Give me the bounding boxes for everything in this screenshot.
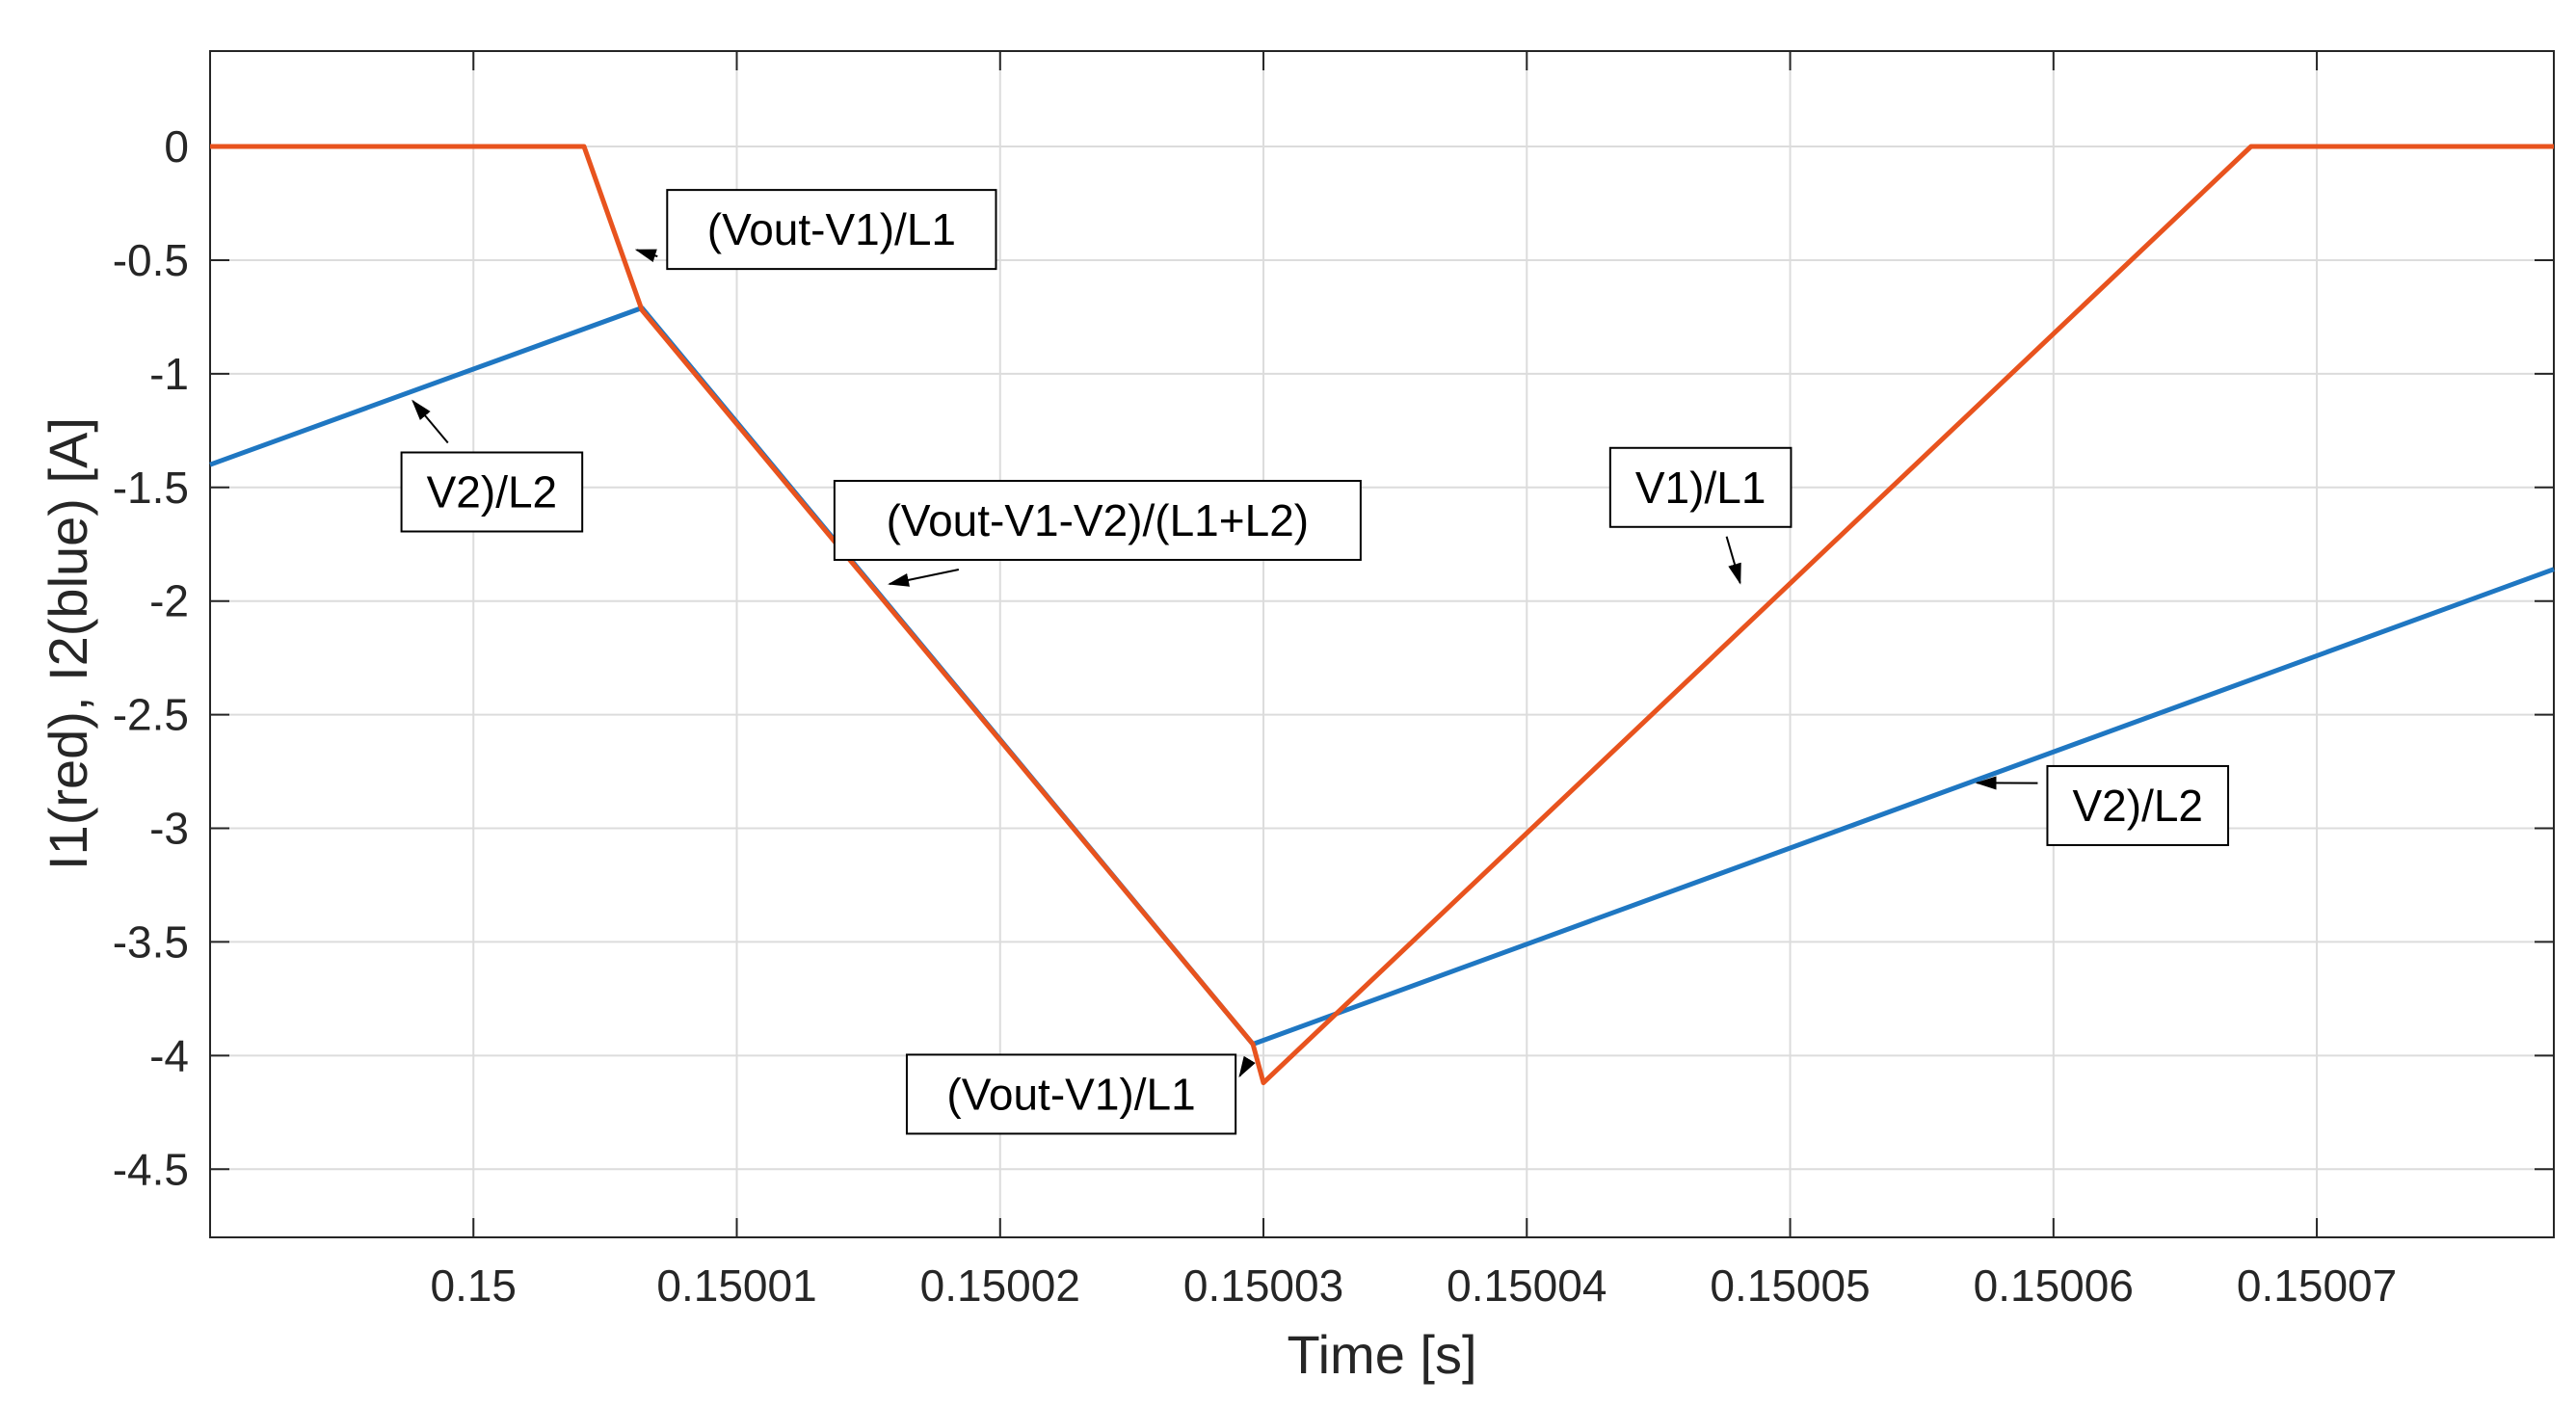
y-tick-label: -0.5 bbox=[113, 235, 189, 285]
x-tick-label: 0.15002 bbox=[920, 1260, 1080, 1311]
x-tick-label: 0.15001 bbox=[656, 1260, 816, 1311]
annotation-arrow bbox=[1725, 536, 1741, 585]
x-tick-label: 0.15 bbox=[430, 1260, 517, 1311]
annotation: V2)/L2 bbox=[400, 399, 584, 533]
annotation-label: V2)/L2 bbox=[2072, 781, 2203, 831]
x-tick-label: 0.15005 bbox=[1710, 1260, 1870, 1311]
annotation-label: (Vout-V1)/L1 bbox=[946, 1069, 1195, 1119]
grid bbox=[210, 51, 2554, 1237]
ticks: 0.15 0.15001 0.15002 0.15003 0.15004 0.15005 0… bbox=[113, 51, 2554, 1311]
annotation-label: V1)/L1 bbox=[1635, 463, 1766, 513]
annotations: (Vout-V1)/L1 V2)/L2 (Vout-V1-V2)/(L1+L2) V1… bbox=[400, 189, 2230, 1135]
y-axis-label: I1(red), I2(blue) [A] bbox=[38, 417, 98, 870]
annotation-arrow bbox=[888, 568, 960, 587]
annotation-box bbox=[2046, 764, 2230, 846]
y-tick-label: -3.5 bbox=[113, 916, 189, 967]
x-tick-label: 0.15007 bbox=[2237, 1260, 2397, 1311]
annotation-label: V2)/L2 bbox=[427, 466, 558, 517]
annotation-arrow bbox=[1238, 1055, 1256, 1078]
annotation-arrow bbox=[634, 249, 658, 262]
y-tick-label: -2 bbox=[149, 576, 189, 626]
annotation-box bbox=[1608, 446, 1793, 528]
y-tick-label: -2.5 bbox=[113, 690, 189, 740]
annotation-box bbox=[833, 479, 1362, 561]
annotation: V2)/L2 bbox=[1975, 764, 2230, 846]
axes-frame bbox=[209, 50, 2555, 1238]
x-tick-label: 0.15006 bbox=[1974, 1260, 2134, 1311]
annotation-label: (Vout-V1-V2)/(L1+L2) bbox=[887, 495, 1310, 545]
annotation-box bbox=[666, 189, 997, 271]
y-tick-label: 0 bbox=[164, 121, 189, 172]
y-tick-label: -4.5 bbox=[113, 1144, 189, 1194]
annotation: (Vout-V1)/L1 bbox=[634, 189, 997, 271]
y-tick-label: -1.5 bbox=[113, 463, 189, 513]
annotation: (Vout-V1)/L1 bbox=[905, 1053, 1256, 1135]
x-tick-label: 0.15004 bbox=[1447, 1260, 1607, 1311]
x-tick-label: 0.15003 bbox=[1183, 1260, 1343, 1311]
y-tick-label: -4 bbox=[149, 1030, 189, 1080]
x-axis-label: Time [s] bbox=[1287, 1324, 1476, 1385]
annotation-box bbox=[905, 1053, 1237, 1135]
annotation: V1)/L1 bbox=[1608, 446, 1793, 585]
y-tick-label: -1 bbox=[149, 349, 189, 399]
y-tick-label: -3 bbox=[149, 804, 189, 854]
plot-lines bbox=[209, 144, 2555, 1086]
annotation-arrow bbox=[412, 399, 449, 444]
annotation-box bbox=[400, 451, 584, 533]
series-i2-line bbox=[209, 305, 2555, 1047]
annotation-label: (Vout-V1)/L1 bbox=[707, 204, 956, 254]
annotation: (Vout-V1-V2)/(L1+L2) bbox=[833, 479, 1362, 587]
series-i1-line bbox=[210, 144, 2554, 1086]
